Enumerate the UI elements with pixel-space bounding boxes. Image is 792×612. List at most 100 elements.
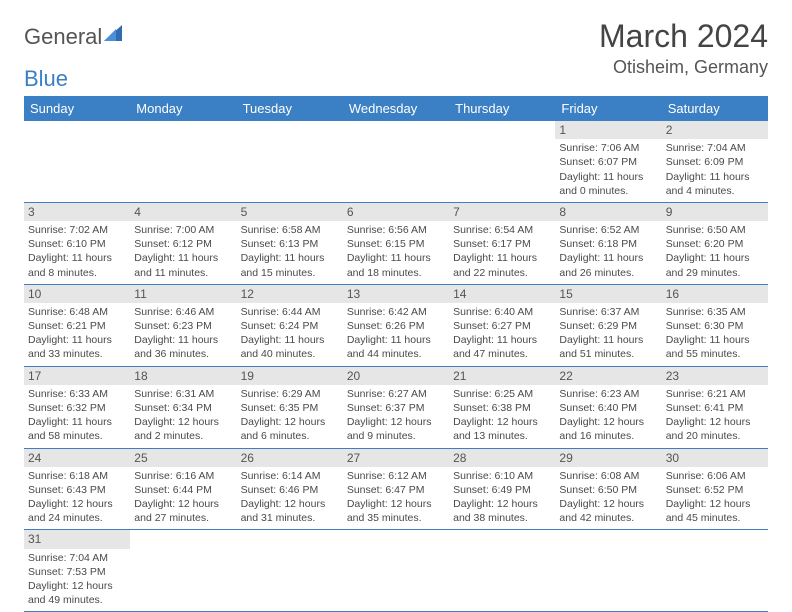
calendar-day-cell — [449, 530, 555, 612]
day-details: Sunrise: 7:06 AMSunset: 6:07 PMDaylight:… — [559, 141, 657, 198]
day-number: 31 — [24, 530, 130, 548]
day-details: Sunrise: 6:06 AMSunset: 6:52 PMDaylight:… — [666, 469, 764, 526]
calendar-day-cell — [237, 530, 343, 612]
day-details: Sunrise: 6:27 AMSunset: 6:37 PMDaylight:… — [347, 387, 445, 444]
day-number: 17 — [24, 367, 130, 385]
day-details: Sunrise: 7:04 AMSunset: 6:09 PMDaylight:… — [666, 141, 764, 198]
calendar-body: 1Sunrise: 7:06 AMSunset: 6:07 PMDaylight… — [24, 121, 768, 612]
calendar-day-cell: 6 Sunrise: 6:56 AMSunset: 6:15 PMDaylight… — [343, 202, 449, 284]
day-details: Sunrise: 6:56 AMSunset: 6:15 PMDaylight:… — [347, 223, 445, 280]
weekday-header: Friday — [555, 96, 661, 121]
day-details: Sunrise: 6:52 AMSunset: 6:18 PMDaylight:… — [559, 223, 657, 280]
day-number: 13 — [343, 285, 449, 303]
calendar-week-row: 1Sunrise: 7:06 AMSunset: 6:07 PMDaylight… — [24, 121, 768, 202]
day-number: 8 — [555, 203, 661, 221]
calendar-day-cell — [555, 530, 661, 612]
day-details: Sunrise: 6:08 AMSunset: 6:50 PMDaylight:… — [559, 469, 657, 526]
calendar-week-row: 31Sunrise: 7:04 AMSunset: 7:53 PMDayligh… — [24, 530, 768, 612]
day-number: 20 — [343, 367, 449, 385]
calendar-day-cell: 30Sunrise: 6:06 AMSunset: 6:52 PMDayligh… — [662, 448, 768, 530]
day-details: Sunrise: 7:02 AMSunset: 6:10 PMDaylight:… — [28, 223, 126, 280]
calendar-day-cell — [237, 121, 343, 202]
day-details: Sunrise: 6:58 AMSunset: 6:13 PMDaylight:… — [241, 223, 339, 280]
calendar-day-cell: 26 Sunrise: 6:14 AMSunset: 6:46 PMDayligh… — [237, 448, 343, 530]
day-details: Sunrise: 6:31 AMSunset: 6:34 PMDaylight:… — [134, 387, 232, 444]
calendar-day-cell: 15 Sunrise: 6:37 AMSunset: 6:29 PMDayligh… — [555, 284, 661, 366]
day-number: 26 — [237, 449, 343, 467]
calendar-day-cell: 31Sunrise: 7:04 AMSunset: 7:53 PMDayligh… — [24, 530, 130, 612]
day-number: 6 — [343, 203, 449, 221]
calendar-day-cell: 29 Sunrise: 6:08 AMSunset: 6:50 PMDayligh… — [555, 448, 661, 530]
calendar-day-cell: 3 Sunrise: 7:02 AMSunset: 6:10 PMDaylight… — [24, 202, 130, 284]
calendar-day-cell — [343, 530, 449, 612]
day-details: Sunrise: 6:48 AMSunset: 6:21 PMDaylight:… — [28, 305, 126, 362]
day-details: Sunrise: 6:25 AMSunset: 6:38 PMDaylight:… — [453, 387, 551, 444]
day-details: Sunrise: 6:16 AMSunset: 6:44 PMDaylight:… — [134, 469, 232, 526]
day-details: Sunrise: 6:37 AMSunset: 6:29 PMDaylight:… — [559, 305, 657, 362]
calendar-table: SundayMondayTuesdayWednesdayThursdayFrid… — [24, 96, 768, 612]
day-number: 25 — [130, 449, 236, 467]
calendar-day-cell: 18 Sunrise: 6:31 AMSunset: 6:34 PMDayligh… — [130, 366, 236, 448]
day-number: 27 — [343, 449, 449, 467]
calendar-week-row: 24 Sunrise: 6:18 AMSunset: 6:43 PMDayligh… — [24, 448, 768, 530]
day-details: Sunrise: 6:54 AMSunset: 6:17 PMDaylight:… — [453, 223, 551, 280]
day-details: Sunrise: 6:40 AMSunset: 6:27 PMDaylight:… — [453, 305, 551, 362]
calendar-week-row: 10 Sunrise: 6:48 AMSunset: 6:21 PMDayligh… — [24, 284, 768, 366]
day-number: 9 — [662, 203, 768, 221]
day-number: 18 — [130, 367, 236, 385]
day-number: 2 — [662, 121, 768, 139]
page-title: March 2024 — [599, 18, 768, 55]
calendar-week-row: 3 Sunrise: 7:02 AMSunset: 6:10 PMDaylight… — [24, 202, 768, 284]
day-details: Sunrise: 6:35 AMSunset: 6:30 PMDaylight:… — [666, 305, 764, 362]
calendar-day-cell: 28 Sunrise: 6:10 AMSunset: 6:49 PMDayligh… — [449, 448, 555, 530]
day-number: 29 — [555, 449, 661, 467]
calendar-day-cell: 13 Sunrise: 6:42 AMSunset: 6:26 PMDayligh… — [343, 284, 449, 366]
calendar-day-cell: 5 Sunrise: 6:58 AMSunset: 6:13 PMDaylight… — [237, 202, 343, 284]
weekday-header: Sunday — [24, 96, 130, 121]
calendar-day-cell: 12 Sunrise: 6:44 AMSunset: 6:24 PMDayligh… — [237, 284, 343, 366]
day-details: Sunrise: 6:29 AMSunset: 6:35 PMDaylight:… — [241, 387, 339, 444]
calendar-day-cell — [343, 121, 449, 202]
weekday-header: Wednesday — [343, 96, 449, 121]
calendar-day-cell: 14Sunrise: 6:40 AMSunset: 6:27 PMDayligh… — [449, 284, 555, 366]
day-number: 7 — [449, 203, 555, 221]
calendar-day-cell: 7 Sunrise: 6:54 AMSunset: 6:17 PMDaylight… — [449, 202, 555, 284]
day-details: Sunrise: 6:50 AMSunset: 6:20 PMDaylight:… — [666, 223, 764, 280]
calendar-day-cell: 4Sunrise: 7:00 AMSunset: 6:12 PMDaylight… — [130, 202, 236, 284]
day-details: Sunrise: 6:44 AMSunset: 6:24 PMDaylight:… — [241, 305, 339, 362]
day-details: Sunrise: 6:42 AMSunset: 6:26 PMDaylight:… — [347, 305, 445, 362]
day-number: 5 — [237, 203, 343, 221]
day-number: 28 — [449, 449, 555, 467]
day-number: 12 — [237, 285, 343, 303]
day-number: 24 — [24, 449, 130, 467]
day-number: 22 — [555, 367, 661, 385]
weekday-header-row: SundayMondayTuesdayWednesdayThursdayFrid… — [24, 96, 768, 121]
calendar-day-cell: 10 Sunrise: 6:48 AMSunset: 6:21 PMDayligh… — [24, 284, 130, 366]
day-details: Sunrise: 6:21 AMSunset: 6:41 PMDaylight:… — [666, 387, 764, 444]
calendar-day-cell: 25 Sunrise: 6:16 AMSunset: 6:44 PMDayligh… — [130, 448, 236, 530]
logo-text-1: General — [24, 24, 102, 50]
day-details: Sunrise: 6:23 AMSunset: 6:40 PMDaylight:… — [559, 387, 657, 444]
day-details: Sunrise: 6:18 AMSunset: 6:43 PMDaylight:… — [28, 469, 126, 526]
calendar-week-row: 17 Sunrise: 6:33 AMSunset: 6:32 PMDayligh… — [24, 366, 768, 448]
calendar-day-cell — [130, 121, 236, 202]
calendar-day-cell: 1Sunrise: 7:06 AMSunset: 6:07 PMDaylight… — [555, 121, 661, 202]
calendar-day-cell — [662, 530, 768, 612]
day-number: 15 — [555, 285, 661, 303]
day-details: Sunrise: 6:12 AMSunset: 6:47 PMDaylight:… — [347, 469, 445, 526]
weekday-header: Monday — [130, 96, 236, 121]
calendar-day-cell: 9 Sunrise: 6:50 AMSunset: 6:20 PMDaylight… — [662, 202, 768, 284]
day-details: Sunrise: 7:00 AMSunset: 6:12 PMDaylight:… — [134, 223, 232, 280]
day-number: 21 — [449, 367, 555, 385]
day-number: 10 — [24, 285, 130, 303]
day-details: Sunrise: 6:10 AMSunset: 6:49 PMDaylight:… — [453, 469, 551, 526]
calendar-day-cell: 2 Sunrise: 7:04 AMSunset: 6:09 PMDaylight… — [662, 121, 768, 202]
logo-text-2: Blue — [24, 66, 768, 92]
calendar-day-cell: 19Sunrise: 6:29 AMSunset: 6:35 PMDayligh… — [237, 366, 343, 448]
day-details: Sunrise: 6:33 AMSunset: 6:32 PMDaylight:… — [28, 387, 126, 444]
day-number: 3 — [24, 203, 130, 221]
calendar-day-cell: 21 Sunrise: 6:25 AMSunset: 6:38 PMDayligh… — [449, 366, 555, 448]
day-details: Sunrise: 6:14 AMSunset: 6:46 PMDaylight:… — [241, 469, 339, 526]
calendar-day-cell — [24, 121, 130, 202]
calendar-day-cell: 23Sunrise: 6:21 AMSunset: 6:41 PMDayligh… — [662, 366, 768, 448]
